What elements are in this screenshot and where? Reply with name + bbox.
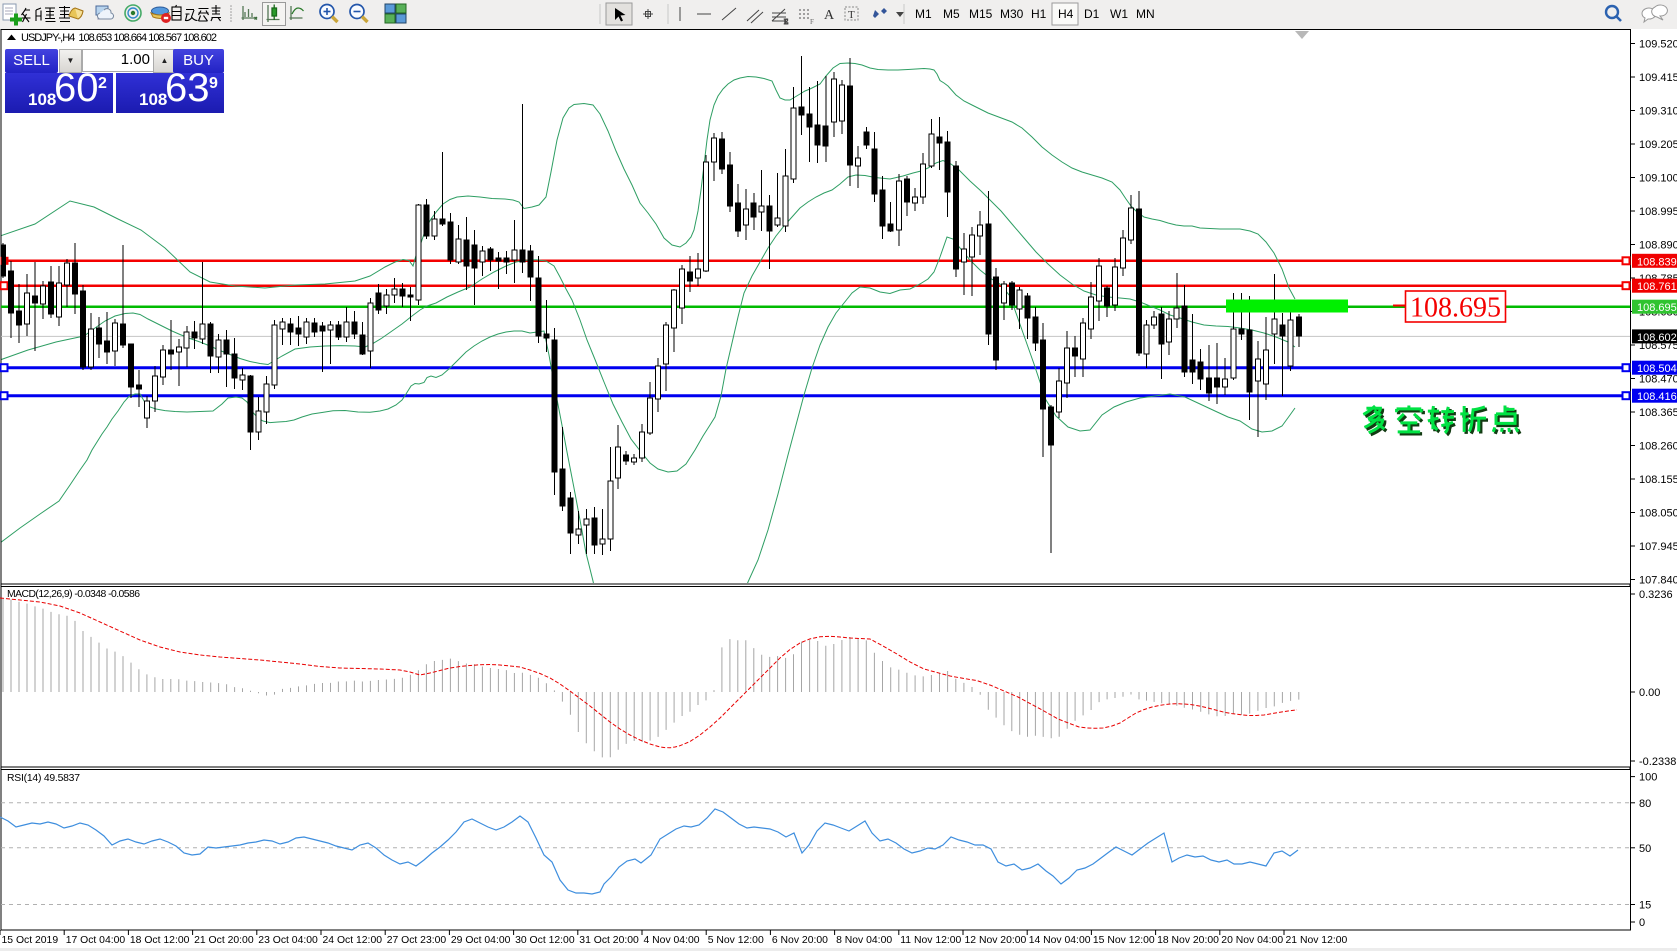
svg-text:RSI(14) 49.5837: RSI(14) 49.5837 xyxy=(7,773,80,784)
svg-text:108.470: 108.470 xyxy=(1639,374,1677,386)
svg-text:0: 0 xyxy=(1639,917,1645,929)
svg-text:15 Nov 12:00: 15 Nov 12:00 xyxy=(1093,935,1155,946)
svg-text:12 Nov 20:00: 12 Nov 20:00 xyxy=(965,935,1027,946)
svg-text:M5: M5 xyxy=(943,7,960,21)
svg-text:T: T xyxy=(848,9,855,21)
svg-text:108.050: 108.050 xyxy=(1639,508,1677,520)
svg-text:MN: MN xyxy=(1136,7,1155,21)
svg-text:107.840: 107.840 xyxy=(1639,575,1677,587)
svg-text:108.839: 108.839 xyxy=(1637,256,1677,268)
svg-text:109.520: 109.520 xyxy=(1639,39,1677,51)
svg-text:108.695: 108.695 xyxy=(1637,302,1677,314)
svg-text:107.945: 107.945 xyxy=(1639,541,1677,553)
svg-text:0.3236: 0.3236 xyxy=(1639,589,1673,601)
svg-text:29 Oct 04:00: 29 Oct 04:00 xyxy=(451,935,511,946)
svg-text:108.155: 108.155 xyxy=(1639,474,1677,486)
svg-text:108.995: 108.995 xyxy=(1639,206,1677,218)
svg-text:W1: W1 xyxy=(1110,7,1128,21)
svg-text:USDJPY-,H4 108.653 108.664 10: USDJPY-,H4 108.653 108.664 108.567 108.6… xyxy=(21,32,217,44)
svg-text:A: A xyxy=(824,8,835,23)
svg-text:31 Oct 20:00: 31 Oct 20:00 xyxy=(579,935,639,946)
svg-text:20 Nov 04:00: 20 Nov 04:00 xyxy=(1221,935,1283,946)
svg-text:108.761: 108.761 xyxy=(1637,281,1677,293)
svg-text:F: F xyxy=(810,18,814,26)
svg-text:14 Nov 04:00: 14 Nov 04:00 xyxy=(1029,935,1091,946)
svg-text:109.415: 109.415 xyxy=(1639,72,1677,84)
svg-text:108.416: 108.416 xyxy=(1637,391,1677,403)
svg-text:15 Oct 2019: 15 Oct 2019 xyxy=(2,935,59,946)
svg-text:23 Oct 04:00: 23 Oct 04:00 xyxy=(258,935,318,946)
svg-text:15: 15 xyxy=(1639,900,1651,912)
svg-text:27 Oct 23:00: 27 Oct 23:00 xyxy=(387,935,447,946)
svg-text:M1: M1 xyxy=(915,7,932,21)
svg-text:108.504: 108.504 xyxy=(1637,363,1677,375)
svg-text:109.100: 109.100 xyxy=(1639,173,1677,185)
svg-text:108.260: 108.260 xyxy=(1639,441,1677,453)
svg-text:4 Nov 04:00: 4 Nov 04:00 xyxy=(644,935,700,946)
svg-text:108.695: 108.695 xyxy=(1410,293,1501,324)
svg-text:H4: H4 xyxy=(1058,7,1074,21)
svg-text:80: 80 xyxy=(1639,798,1651,810)
svg-text:5 Nov 12:00: 5 Nov 12:00 xyxy=(708,935,764,946)
svg-text:MACD(12,26,9) -0.0348 -0.0586: MACD(12,26,9) -0.0348 -0.0586 xyxy=(7,589,140,600)
svg-text:100: 100 xyxy=(1639,772,1657,784)
svg-text:E: E xyxy=(784,18,788,26)
svg-text:21 Nov 12:00: 21 Nov 12:00 xyxy=(1286,935,1348,946)
svg-text:M15: M15 xyxy=(969,7,993,21)
svg-text:17 Oct 04:00: 17 Oct 04:00 xyxy=(66,935,126,946)
svg-text:109.310: 109.310 xyxy=(1639,106,1677,118)
svg-text:11 Nov 12:00: 11 Nov 12:00 xyxy=(900,935,961,946)
svg-text:M30: M30 xyxy=(1000,7,1024,21)
svg-text:18 Oct 12:00: 18 Oct 12:00 xyxy=(130,935,190,946)
svg-text:8 Nov 04:00: 8 Nov 04:00 xyxy=(836,935,892,946)
svg-text:108.890: 108.890 xyxy=(1639,240,1677,252)
svg-text:D1: D1 xyxy=(1084,7,1100,21)
svg-text:-0.2338: -0.2338 xyxy=(1639,756,1676,768)
svg-text:21 Oct 20:00: 21 Oct 20:00 xyxy=(194,935,254,946)
svg-text:30 Oct 12:00: 30 Oct 12:00 xyxy=(515,935,575,946)
svg-text:108.602: 108.602 xyxy=(1637,332,1677,344)
svg-text:H1: H1 xyxy=(1031,7,1047,21)
svg-text:18 Nov 20:00: 18 Nov 20:00 xyxy=(1157,935,1219,946)
svg-text:109.205: 109.205 xyxy=(1639,139,1677,151)
svg-text:0.00: 0.00 xyxy=(1639,687,1660,699)
svg-text:50: 50 xyxy=(1639,843,1651,855)
svg-text:24 Oct 12:00: 24 Oct 12:00 xyxy=(323,935,383,946)
svg-text:108.365: 108.365 xyxy=(1639,407,1677,419)
svg-text:6 Nov 20:00: 6 Nov 20:00 xyxy=(772,935,828,946)
